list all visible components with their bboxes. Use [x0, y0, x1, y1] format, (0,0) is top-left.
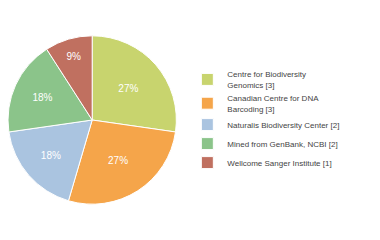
svg-text:Centre for BiodiversityGenomic: Centre for BiodiversityGenomics [3] — [227, 70, 306, 89]
svg-text:27%: 27% — [108, 155, 128, 166]
svg-text:27%: 27% — [118, 83, 138, 94]
svg-text:Naturalis Biodiversity Center: Naturalis Biodiversity Center [2] — [227, 121, 339, 130]
svg-text:Wellcome Sanger Institute [1]: Wellcome Sanger Institute [1] — [227, 159, 331, 168]
svg-text:Mined from GenBank, NCBI [2]: Mined from GenBank, NCBI [2] — [227, 140, 337, 149]
svg-text:9%: 9% — [66, 51, 81, 62]
svg-text:18%: 18% — [41, 150, 61, 161]
svg-text:Canadian Centre for DNABarcodi: Canadian Centre for DNABarcoding [3] — [227, 94, 319, 113]
svg-text:18%: 18% — [32, 92, 52, 103]
